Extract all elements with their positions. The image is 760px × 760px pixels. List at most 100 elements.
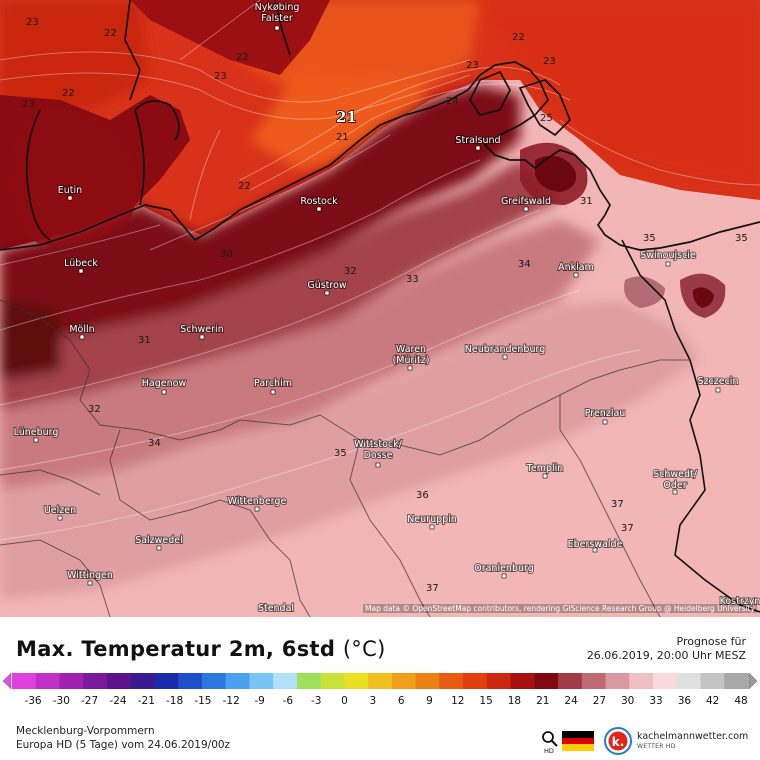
scale-tick-label: 24 [564,695,578,707]
city-oranienburg[interactable]: Oranienburg [473,562,535,579]
city-lubeck[interactable]: Lübeck [63,257,99,274]
isoline-value: 22 [512,32,525,43]
city-uelzen[interactable]: Uelzen [43,504,77,521]
city-stendal[interactable]: Stendal [257,602,295,615]
city-molln[interactable]: Mölln [68,323,96,340]
city-label: Güstrow [307,280,347,291]
scale-cell [273,673,298,689]
scale-tick-label: 30 [621,695,635,707]
city-label: Stendal [258,603,294,614]
city-neubrandenburg[interactable]: Neubrandenburg [464,343,546,360]
map-attribution: Map data © OpenStreetMap contributors, r… [363,604,757,613]
sea-temperature-field [0,0,760,190]
city-swinoujscie[interactable]: Swinoujscie [639,249,697,267]
forecast-map[interactable]: Nykøbing Falster Eutin Lübeck Rostock Str… [0,0,760,617]
scale-tick-label: -36 [24,695,42,707]
model-run: Europa HD (5 Tage) vom 24.06.2019/00z [16,739,231,751]
city-label: Templin [526,463,564,474]
city-nykobing[interactable]: Nykøbing Falster [254,1,300,31]
city-rostock[interactable]: Rostock [299,195,339,212]
city-stralsund[interactable]: Stralsund [454,134,502,151]
city-szczecin[interactable]: Szczecin [697,375,739,393]
city-waren[interactable]: Waren (Müritz) [392,343,430,371]
title-text: Max. Temperatur 2m, 6std [16,637,336,661]
isoline-value: 24 [446,96,459,107]
scale-tick-label: 0 [341,695,348,707]
scale-cell [368,673,393,689]
color-scale-svg [2,672,758,690]
logo-subtitle: WETTER HD [637,743,676,750]
city-luneburg[interactable]: Lüneburg [13,426,59,443]
scale-tick-label: 6 [397,695,405,707]
scale-tick-label: 48 [734,695,748,707]
city-schwedt[interactable]: Schwedt/Oder [652,468,699,495]
scale-tick-label: 27 [592,695,607,707]
city-label: Greifswald [501,196,551,207]
scale-cell [439,673,464,689]
city-label: Neubrandenburg [465,344,545,355]
city-prenzlau[interactable]: Prenzlau [584,407,626,425]
isoline-value: 35 [334,448,347,459]
isoline-labels: 22 22 23 23 22 22 23 21 21 22 23 30 32 3… [22,17,748,594]
scale-cell [605,673,630,689]
city-label: Wittingen [67,570,113,581]
scale-cell [629,673,654,689]
scale-cell [130,673,155,689]
isoline-value: 35 [643,233,656,244]
scale-tick-label: 18 [507,695,522,707]
city-label: Mölln [69,324,94,335]
city-kostrzyn[interactable]: Kostrzyn [719,595,760,608]
scale-tick-label: -6 [282,695,294,707]
city-label: Salzwedel [135,535,183,546]
isoline-value: 31 [138,335,151,346]
scale-tick-label: -3 [310,695,322,707]
isoline-value: 21 [336,132,349,143]
scale-left-arrow [2,672,12,690]
scale-tick-label: 9 [426,695,433,707]
scale-cell [12,673,37,689]
isoline-value: 34 [518,259,531,270]
city-templin[interactable]: Templin [525,462,564,479]
scale-tick-labels: -36 -30 -27 -24 -21 -18 -15 -12 -9 -6 -3 0 3 6 9 12 15 18… [0,695,760,709]
city-eutin[interactable]: Eutin [57,184,83,201]
scale-cell [296,673,322,689]
city-wittenberge[interactable]: Wittenberge [227,495,287,512]
city-eberswalde[interactable]: Eberswalde [567,538,624,553]
scale-cell [391,673,417,689]
isoline-value: 22 [238,181,251,192]
title-unit: (°C) [342,637,386,661]
isoline-value: 31 [580,196,593,207]
national-border [621,239,760,613]
city-neuruppin[interactable]: Neuruppin [406,513,458,530]
isoline-value-major: 21 [336,108,357,126]
city-label: Waren (Müritz) [393,344,430,366]
flag-svg [562,731,594,751]
city-gustrow[interactable]: Güstrow [306,279,348,296]
city-hagenow[interactable]: Hagenow [141,377,187,395]
map-svg: Nykøbing Falster Eutin Lübeck Rostock Str… [0,0,760,617]
city-wittingen[interactable]: Wittingen [66,569,114,586]
isoline-value: 37 [621,523,634,534]
scale-cell [35,673,60,689]
scale-tick-label: -30 [52,695,70,707]
city-wittstock[interactable]: Wittstock/Dosse [353,438,404,468]
scale-cell [558,673,583,689]
city-anklam[interactable]: Anklam [557,261,595,278]
city-schwerin[interactable]: Schwerin [179,323,225,340]
city-salzwedel[interactable]: Salzwedel [134,534,184,551]
scale-cell [106,673,132,689]
scale-tick-label: -9 [254,695,265,707]
city-label: Stralsund [455,135,500,146]
map-title: Max. Temperatur 2m, 6std (°C) [16,637,386,661]
isoline-value: 35 [735,233,748,244]
kachelmannwetter-logo[interactable]: k. kachelmannwetter.com WETTER HD [603,726,753,756]
city-parchim[interactable]: Parchim [253,377,293,395]
scale-tick-label: 21 [536,695,550,707]
magnifier-icon: HD [542,731,558,755]
scale-cell [249,673,274,689]
germany-flag-icon[interactable] [562,731,594,751]
prognose-label: Prognose für [676,635,747,648]
city-greifswald[interactable]: Greifswald [500,195,552,212]
city-label: Parchim [254,378,292,389]
hd-search-icon[interactable]: HD [540,730,560,755]
